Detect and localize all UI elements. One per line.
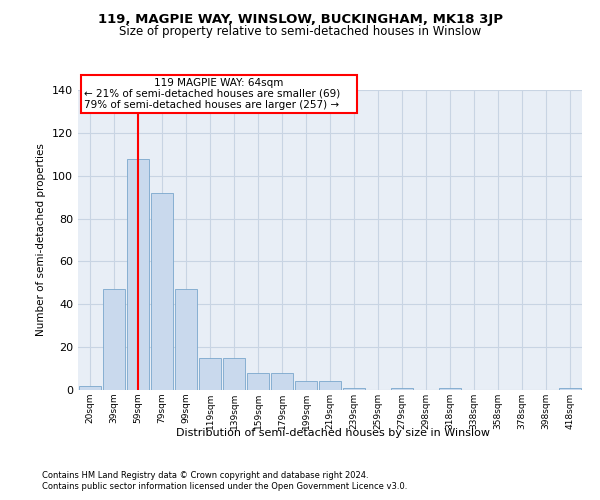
Bar — [175, 290, 197, 390]
Bar — [271, 373, 293, 390]
Y-axis label: Number of semi-detached properties: Number of semi-detached properties — [37, 144, 46, 336]
Text: Contains HM Land Registry data © Crown copyright and database right 2024.: Contains HM Land Registry data © Crown c… — [42, 471, 368, 480]
Bar — [319, 382, 341, 390]
Text: 79% of semi-detached houses are larger (257) →: 79% of semi-detached houses are larger (… — [84, 100, 339, 110]
Text: Contains public sector information licensed under the Open Government Licence v3: Contains public sector information licen… — [42, 482, 407, 491]
Text: Distribution of semi-detached houses by size in Winslow: Distribution of semi-detached houses by … — [176, 428, 490, 438]
Text: ← 21% of semi-detached houses are smaller (69): ← 21% of semi-detached houses are smalle… — [84, 89, 340, 99]
Bar — [247, 373, 269, 390]
Text: Size of property relative to semi-detached houses in Winslow: Size of property relative to semi-detach… — [119, 25, 481, 38]
Bar — [439, 388, 461, 390]
Bar — [127, 158, 149, 390]
Text: 119 MAGPIE WAY: 64sqm: 119 MAGPIE WAY: 64sqm — [154, 78, 284, 88]
Bar — [295, 382, 317, 390]
Text: 119, MAGPIE WAY, WINSLOW, BUCKINGHAM, MK18 3JP: 119, MAGPIE WAY, WINSLOW, BUCKINGHAM, MK… — [97, 12, 503, 26]
Bar — [391, 388, 413, 390]
Bar — [343, 388, 365, 390]
Bar — [199, 358, 221, 390]
Bar — [223, 358, 245, 390]
Bar — [103, 290, 125, 390]
Bar — [151, 193, 173, 390]
Bar — [79, 386, 101, 390]
Bar — [559, 388, 581, 390]
